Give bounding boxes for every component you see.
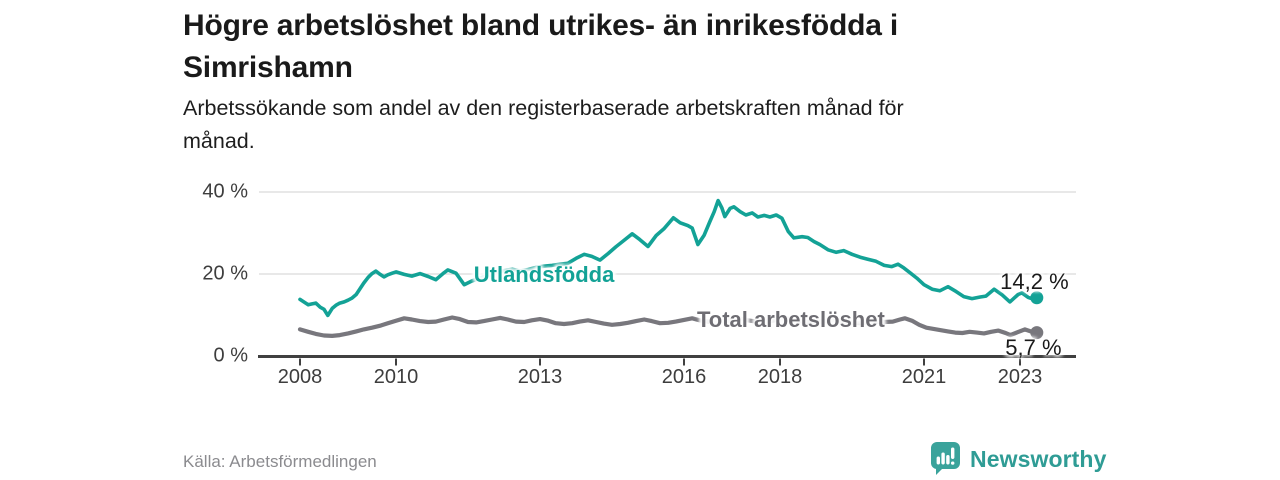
chart-subtitle: Arbetssökande som andel av den registerb…: [183, 96, 904, 153]
x-tick-label: 2016: [661, 366, 707, 388]
x-tick-label: 2010: [373, 366, 419, 388]
chart-title: Högre arbetslöshet bland utrikes- än inr…: [183, 9, 898, 84]
y-tick-label: 20 %: [202, 262, 248, 285]
y-tick-label: 0 %: [213, 344, 248, 367]
series-end-dot-total: [1030, 326, 1044, 340]
bar-chart-speech-bubble-icon: [931, 442, 960, 475]
x-tick-label: 2021: [901, 366, 947, 388]
series-line-utlandsfodda: [298, 198, 1039, 318]
x-tick-label: 2023: [997, 366, 1043, 388]
value-label-utlandsfodda: 14,2 %: [1000, 268, 1069, 294]
y-tick-label: 40 %: [202, 180, 248, 203]
series-label-utlandsfodda: Utlandsfödda: [473, 262, 615, 288]
value-label-total: 5,7 %: [1005, 334, 1062, 360]
x-tick-label: 2018: [757, 366, 803, 388]
source-note: Källa: Arbetsförmedlingen: [183, 452, 377, 471]
x-tick-label: 2008: [277, 366, 323, 388]
x-tick-label: 2013: [517, 366, 563, 388]
series-end-dot-utlandsfodda: [1030, 291, 1044, 305]
newsworthy-logo: Newsworthy: [930, 442, 1106, 476]
brand-name: Newsworthy: [970, 445, 1107, 472]
series-line-total: [297, 315, 1039, 338]
series-label-total-arbetsloshet: Total arbetslöshet: [696, 307, 885, 333]
